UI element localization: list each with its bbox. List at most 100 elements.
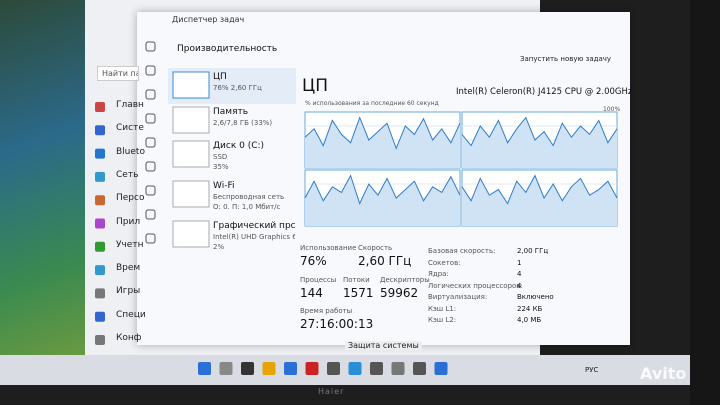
spec-value: 4 — [517, 281, 522, 290]
rail-icon — [145, 41, 156, 52]
sidebar-detail: 2,6/7,8 ГБ (33%) — [213, 119, 273, 127]
taskbar-icon — [327, 362, 340, 375]
sidebar-name[interactable]: Графический прс — [213, 221, 296, 231]
taskbar-icon — [348, 362, 362, 375]
nav-icon — [95, 241, 105, 252]
graph-area — [462, 117, 617, 168]
sidebar-detail: SSD — [213, 153, 228, 161]
cpu-heading: ЦП — [302, 76, 328, 96]
sidebar-thumb — [172, 180, 210, 208]
stat-label: Процессы — [300, 276, 337, 284]
nav-item[interactable]: Специ — [116, 309, 146, 320]
spec-value: Включено — [517, 293, 554, 301]
nav-item[interactable]: Прил — [116, 216, 141, 227]
nav-item[interactable]: Систе — [116, 123, 144, 134]
taskbar-icon — [219, 362, 233, 375]
sidebar-name[interactable]: Wi-Fi — [213, 181, 235, 191]
bezel — [690, 0, 720, 405]
nav-item[interactable]: Персо — [116, 193, 145, 204]
tooltip: Защита системы — [345, 341, 422, 350]
taskbar-icon — [434, 362, 448, 375]
spec-value: 2,00 ГГц — [517, 247, 549, 255]
nav-icon — [95, 102, 105, 112]
nav-icon — [95, 125, 105, 136]
graph-line — [304, 116, 461, 150]
stat-label: Дескрипторы — [380, 276, 430, 284]
rail-icon — [145, 233, 156, 244]
nav-icon — [95, 265, 105, 276]
spec-value: 4 — [517, 270, 522, 278]
stat-value: 59962 — [380, 286, 419, 300]
sidebar-name[interactable]: Диск 0 (C:) — [213, 141, 265, 151]
cpu-model: Intel(R) Celeron(R) J4125 CPU @ 2.00GHz — [456, 87, 633, 97]
sidebar-thumb — [172, 71, 210, 99]
nav-item[interactable]: Учетн — [116, 239, 144, 250]
taskbar-icon — [284, 362, 297, 375]
rail-icon — [145, 89, 156, 100]
bezel-brand: Haier — [318, 387, 345, 396]
stat-label: Потоки — [343, 276, 370, 284]
graph-area — [305, 117, 460, 168]
sidebar-detail: 35% — [213, 163, 229, 171]
sidebar-name[interactable]: Память — [213, 107, 249, 117]
stat-value: 2,60 ГГц — [358, 254, 412, 268]
sidebar-detail: Intel(R) UHD Graphics 6 — [213, 233, 295, 241]
taskbar-icon — [413, 362, 426, 375]
graph-label: % использования за последние 60 секунд — [305, 100, 439, 107]
graph-line — [304, 174, 461, 205]
nav-item[interactable]: Сеть — [116, 169, 139, 180]
spec-label: Кэш L2: — [428, 316, 457, 324]
spec-value: 4,0 МБ — [517, 316, 542, 324]
spec-value: 224 КБ — [517, 304, 543, 313]
nav-icon — [95, 148, 105, 159]
uptime-label: Время работы — [300, 307, 353, 315]
spec-label: Кэш L1: — [428, 304, 457, 313]
nav-item[interactable]: Врем — [116, 263, 141, 274]
nav-item[interactable]: Конф — [116, 333, 142, 343]
nav-icon — [95, 171, 105, 182]
sidebar-thumb — [172, 220, 210, 248]
graph-max: 100% — [603, 106, 621, 113]
nav-icon — [95, 195, 105, 206]
taskbar-icon — [241, 362, 254, 375]
stat-value: 1571 — [343, 286, 374, 300]
run-task-button[interactable]: Запустить новую задачу — [520, 55, 612, 63]
uptime-value: 27:16:00:13 — [300, 317, 374, 331]
sidebar-detail: Беспроводная сеть — [213, 193, 285, 201]
stat-value: 76% — [300, 254, 327, 268]
language: РУС — [585, 366, 599, 374]
rail-icon — [145, 65, 156, 76]
nav-item[interactable]: Главн — [116, 100, 144, 110]
search-box[interactable]: Найти пар — [97, 66, 139, 81]
watermark: Avito — [640, 364, 687, 383]
spec-label: Сокетов: — [428, 258, 461, 267]
sidebar-detail: 76% 2,60 ГГц — [213, 84, 262, 92]
nav-icon — [95, 218, 105, 229]
stat-label: Скорость — [358, 244, 393, 252]
nav-item[interactable]: Blueto — [116, 146, 145, 157]
spec-label: Базовая скорость: — [428, 247, 496, 255]
spec-label: Ядра: — [428, 270, 449, 278]
spec-label: Виртуализация: — [428, 293, 488, 301]
nav-icon — [95, 288, 105, 299]
taskbar-icon — [391, 362, 405, 375]
sidebar-name[interactable]: ЦП — [213, 72, 227, 82]
rail-icon — [145, 113, 156, 124]
nav-icon — [95, 311, 105, 322]
taskbar — [0, 355, 690, 385]
sidebar-detail: О: 0. П: 1,0 Мбит/с — [213, 203, 281, 211]
rail-icon — [145, 209, 156, 220]
taskbar-icon — [198, 362, 211, 375]
taskbar-icon — [262, 362, 276, 375]
rail-icon — [145, 185, 156, 196]
graph-area — [462, 175, 617, 226]
sidebar-thumb — [172, 106, 210, 134]
nav-icon — [95, 335, 105, 345]
sidebar-thumb — [172, 140, 210, 168]
spec-label: Логических процессоров: — [428, 281, 523, 290]
rail-icon — [145, 161, 156, 172]
nav-item[interactable]: Игры — [116, 286, 141, 297]
sidebar-detail: 2% — [213, 243, 225, 251]
taskbar-icon — [370, 362, 383, 375]
